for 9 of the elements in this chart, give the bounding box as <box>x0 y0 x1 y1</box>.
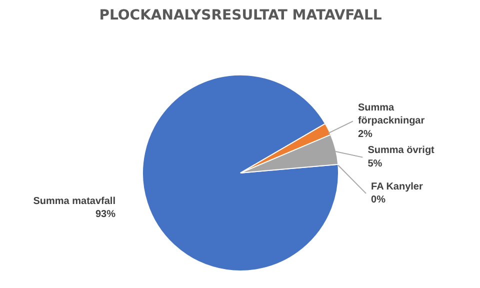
data-label: 2% <box>358 128 373 140</box>
slice-label: Summa övrigt <box>368 145 436 156</box>
data-label: 5% <box>368 158 382 170</box>
slice-label: Summa matavfall <box>33 196 116 207</box>
category-label: FA Kanyler <box>371 181 423 192</box>
data-label: 93% <box>95 208 116 220</box>
text: 0% <box>371 194 386 206</box>
chart-title: PLOCKANALYSRESULTAT MATAVFALL <box>99 8 382 24</box>
slice-label: Summa förpackningar <box>358 102 425 127</box>
